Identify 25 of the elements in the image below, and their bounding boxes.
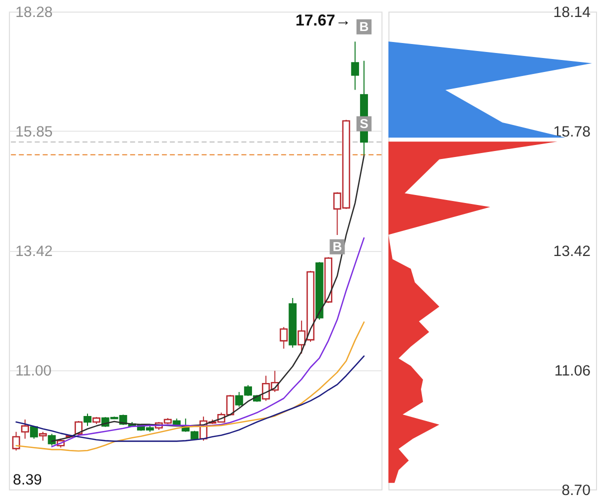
annotation: 17.67→ — [296, 12, 352, 30]
line-series — [51, 237, 365, 448]
candlestick — [21, 419, 30, 440]
annotation: 8.39 — [12, 472, 42, 488]
y-tick-label: 15.85 — [15, 124, 53, 141]
candlestick — [351, 41, 360, 90]
line-series — [15, 355, 365, 442]
annotation: S — [360, 116, 369, 131]
annotation: B — [332, 238, 342, 254]
candlestick — [84, 413, 92, 426]
candlestick — [244, 384, 252, 396]
candlestick — [30, 425, 38, 440]
y-tick-label: 18.14 — [553, 5, 591, 22]
y-tick-label: 13.42 — [553, 244, 591, 260]
candlestick — [12, 431, 20, 452]
annotation: B — [359, 18, 369, 34]
y-tick-label: 8.70 — [562, 482, 591, 499]
y-tick-label: 13.42 — [15, 244, 53, 260]
y-tick-label: 11.00 — [15, 363, 52, 380]
candlestick — [235, 391, 244, 408]
y-tick-label: 11.06 — [554, 363, 591, 380]
candlestick — [280, 326, 288, 350]
y-tick-label: 18.28 — [15, 5, 53, 22]
line-series — [51, 155, 365, 442]
y-tick-label: 15.78 — [553, 124, 591, 141]
